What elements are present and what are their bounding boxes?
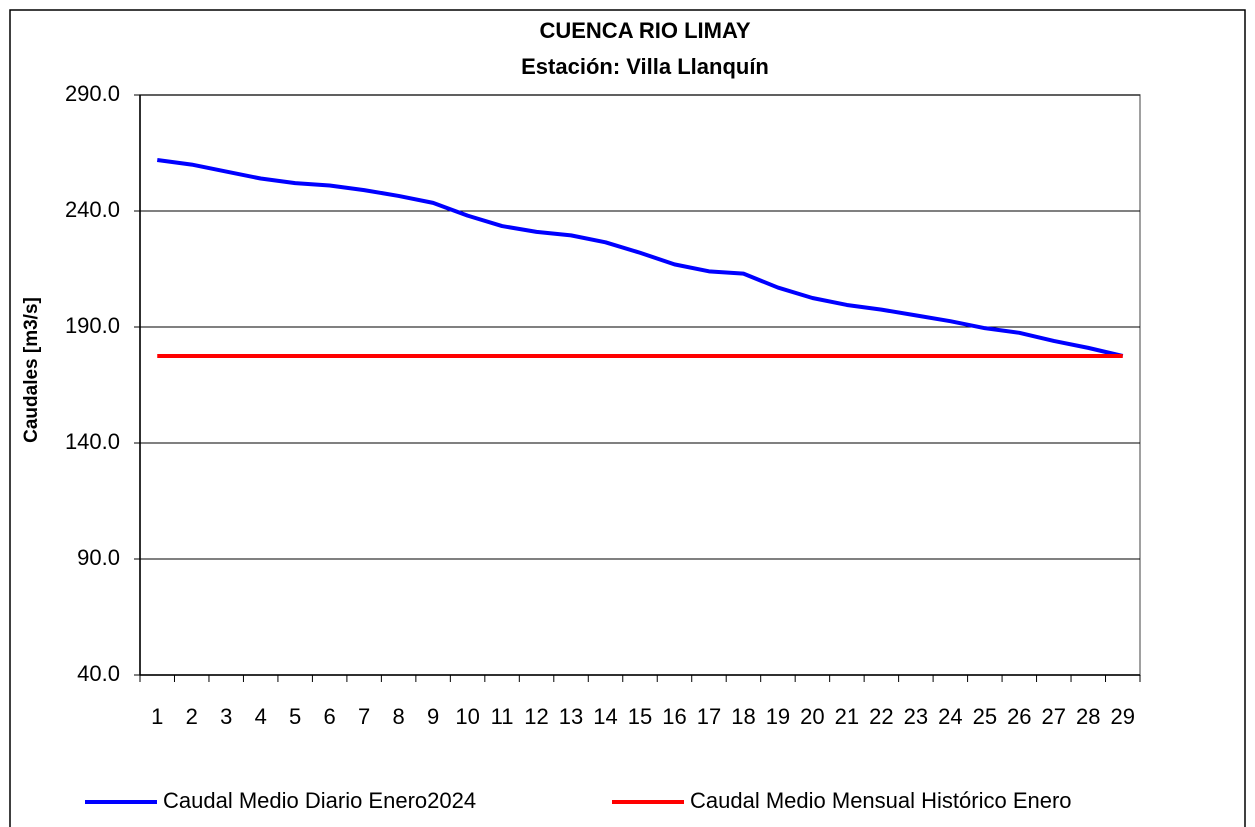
chart-subtitle: Estación: Villa Llanquín xyxy=(521,54,769,79)
x-tick-label: 4 xyxy=(255,704,267,729)
y-tick-label: 140.0 xyxy=(65,429,120,454)
x-tick-label: 24 xyxy=(938,704,962,729)
y-tick-label: 290.0 xyxy=(65,81,120,106)
x-tick-label: 10 xyxy=(455,704,479,729)
y-tick-label: 40.0 xyxy=(77,661,120,686)
x-tick-label: 27 xyxy=(1042,704,1066,729)
x-tick-label: 1 xyxy=(151,704,163,729)
legend-label: Caudal Medio Diario Enero2024 xyxy=(163,788,476,813)
x-tick-label: 13 xyxy=(559,704,583,729)
x-tick-label: 20 xyxy=(800,704,824,729)
y-tick-label: 240.0 xyxy=(65,197,120,222)
y-axis-label: Caudales [m3/s] xyxy=(21,297,42,443)
x-tick-label: 25 xyxy=(973,704,997,729)
y-tick-label: 190.0 xyxy=(65,313,120,338)
x-tick-label: 11 xyxy=(491,704,514,729)
x-tick-label: 28 xyxy=(1076,704,1100,729)
x-tick-label: 7 xyxy=(358,704,370,729)
x-tick-label: 17 xyxy=(697,704,721,729)
x-tick-label: 9 xyxy=(427,704,439,729)
x-tick-label: 3 xyxy=(220,704,232,729)
x-tick-label: 22 xyxy=(869,704,893,729)
x-tick-label: 16 xyxy=(662,704,686,729)
x-tick-label: 29 xyxy=(1111,704,1135,729)
x-tick-label: 18 xyxy=(731,704,755,729)
x-tick-label: 12 xyxy=(524,704,548,729)
x-tick-label: 26 xyxy=(1007,704,1031,729)
x-tick-label: 2 xyxy=(186,704,198,729)
x-tick-label: 21 xyxy=(835,704,859,729)
x-tick-label: 5 xyxy=(289,704,301,729)
chart-border xyxy=(9,9,1246,827)
legend-label: Caudal Medio Mensual Histórico Enero xyxy=(690,788,1072,813)
x-tick-label: 19 xyxy=(766,704,790,729)
chart-title: CUENCA RIO LIMAY xyxy=(539,18,750,43)
x-tick-label: 6 xyxy=(324,704,336,729)
x-tick-label: 8 xyxy=(392,704,404,729)
x-tick-label: 15 xyxy=(628,704,652,729)
series-line xyxy=(156,157,1124,358)
x-tick-label: 14 xyxy=(593,704,617,729)
x-tick-label: 23 xyxy=(904,704,928,729)
y-tick-label: 90.0 xyxy=(77,545,120,570)
